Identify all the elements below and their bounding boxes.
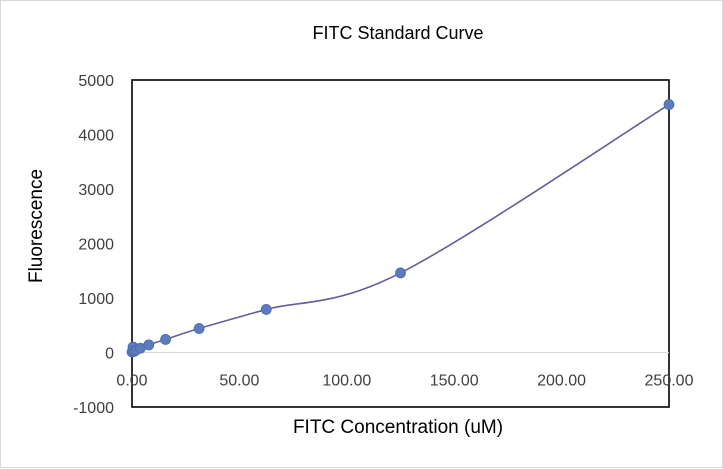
y-tick-label: -1000 [73, 400, 114, 417]
y-tick-label: 1000 [78, 291, 114, 308]
data-point [663, 99, 675, 110]
data-point [160, 334, 171, 345]
y-tick-label: 3000 [78, 182, 114, 199]
x-tick-label: 200.00 [537, 373, 586, 390]
x-tick-label: 150.00 [430, 373, 479, 390]
plot-layer: -1000 0 1000 2000 3000 4000 5000 0.00 50.00 100.0… [73, 73, 693, 417]
y-tick-label: 0 [105, 346, 114, 363]
data-point [193, 323, 205, 334]
x-tick-label: 50.00 [219, 373, 259, 390]
y-tick-label: 4000 [78, 128, 114, 145]
chart-title: FITC Standard Curve [312, 23, 483, 43]
x-tick-label: 250.00 [645, 373, 694, 390]
data-point [260, 304, 272, 315]
x-tick-label: 0.00 [116, 373, 147, 390]
data-point [143, 339, 155, 351]
x-axis-title: FITC Concentration (uM) [293, 417, 503, 438]
y-axis-title: Fluorescence [26, 169, 47, 283]
plot-area-border [131, 79, 670, 408]
data-point [395, 267, 406, 279]
x-tick-label: 100.00 [322, 373, 371, 390]
series-line [131, 103, 670, 353]
y-tick-label: 5000 [78, 73, 114, 90]
y-tick-label: 2000 [78, 237, 114, 254]
